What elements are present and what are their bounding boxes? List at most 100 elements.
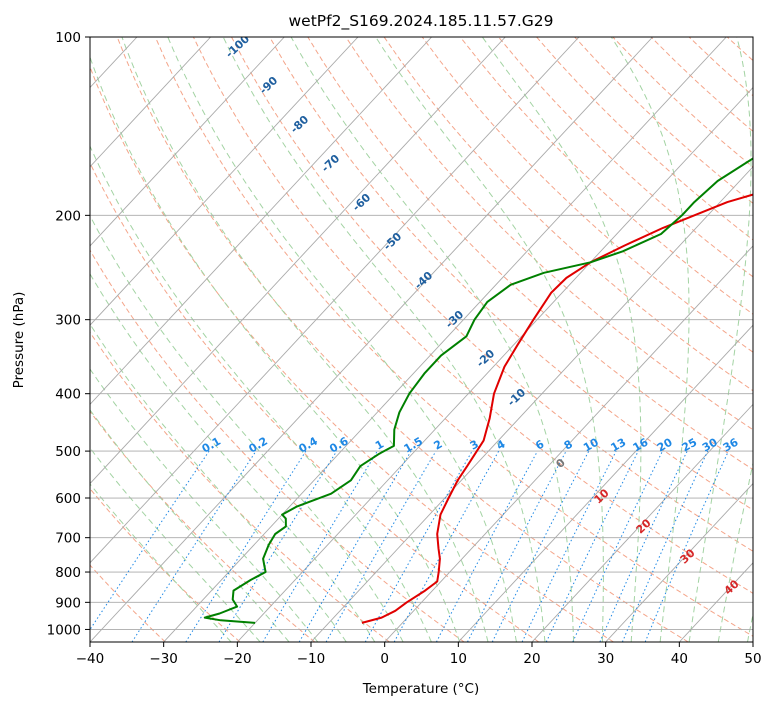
isotherm-line [90,37,506,485]
mixing-ratio-line [491,450,590,642]
moist-adiabat-line [90,447,261,642]
dry-adiabat-line [269,37,753,511]
isotherm-line [90,37,211,168]
mixing-ratio-line [262,450,378,642]
dry-adiabat-line [90,487,241,642]
isotherm-label: -80 [288,113,312,136]
moist-adiabat-line [90,55,461,642]
moist-adiabat-line [90,323,347,642]
dry-adiabat-line [90,410,316,642]
moist-adiabat-line [717,460,753,642]
series-layer [203,157,753,624]
mixing-ratio-label: 1.5 [402,435,425,456]
moist-adiabat-line [167,37,517,642]
mixing-ratio-line [393,450,500,642]
isotherm-label: -30 [443,308,467,331]
dry-adiabat-line [90,249,465,642]
mixing-ratio-label: 0.1 [200,435,223,456]
y-tick-label: 500 [55,444,81,460]
x-tick-label: −20 [223,651,252,667]
dry-adiabat-line [154,37,753,637]
mixing-ratio-label: 36 [721,435,741,454]
mixing-ratio-label: 4 [494,437,507,452]
mixing-ratio-label: 13 [608,436,628,455]
isotherm-line [163,37,727,642]
mixing-ratio-line [298,450,412,642]
dry-adiabat-line [421,37,753,353]
mixing-ratio-label: 30 [700,435,720,454]
x-tick-label: 30 [597,651,614,667]
dry-adiabat-line [688,37,753,97]
isotherm-line [90,37,359,326]
mixing-ratio-label: 0.4 [296,434,320,455]
isotherm-line [0,37,63,642]
moist-adiabat-line [90,368,319,642]
moist-adiabat-label: 10 [592,486,612,506]
isotherm-label: -60 [350,191,374,214]
isotherm-line [679,562,753,642]
plot-frame [89,36,754,643]
x-tick-label: −40 [76,651,105,667]
mixing-ratio-line [545,450,639,642]
mixing-ratio-line [218,450,338,642]
moist-adiabat-line [90,214,404,642]
isotherm-line [384,245,753,642]
y-tick-label: 900 [55,595,81,611]
moist-adiabat-line [222,37,546,642]
moist-adiabat-line [747,612,753,642]
x-axis-label: Temperature (°C) [362,681,480,697]
dry-adiabat-line [90,331,390,642]
mixing-ratio-line [364,450,473,642]
dry-adiabat-line [498,37,753,278]
moist-adiabat-line [610,37,690,642]
dry-adiabat-line [345,37,753,431]
y-tick-label: 600 [55,491,81,507]
chart-title: wetPf2_S169.2024.185.11.57.G29 [289,12,554,31]
y-tick-label: 200 [55,208,81,224]
isotherm-label: -100 [223,32,252,61]
dry-adiabat-line [231,37,753,552]
isotherm-label: -70 [319,152,343,175]
moist-adiabat-line [90,273,376,642]
moist-adiabat-line [90,144,432,642]
x-tick-label: 50 [744,651,761,667]
dry-adiabat-line [726,37,753,62]
x-tick-label: −10 [297,651,326,667]
y-tick-label: 300 [55,313,81,329]
dry-adiabat-line [90,65,614,642]
moist-adiabat-line [121,37,489,642]
x-tick-label: 10 [450,651,467,667]
moist-adiabat-line [481,37,642,642]
dry-adiabat-line [765,37,775,642]
dry-adiabat-line [383,37,753,392]
isotherm-line [237,86,753,642]
dry-adiabat-line [192,37,753,594]
isotherm-line [605,482,753,642]
moist-adiabat-line [688,37,752,642]
isotherm-line [458,324,753,642]
mixing-ratio-line [90,450,210,631]
mixing-ratio-line [644,450,729,642]
isotherm-label: -50 [381,230,405,253]
moist-adiabat-label: 40 [722,577,742,597]
dry-adiabat-line [574,37,753,204]
moist-adiabat-line [90,409,290,642]
y-axis-label: Pressure (hPa) [11,292,27,389]
isotherm-line [531,403,753,642]
mixing-ratio-line [131,450,257,642]
isotherm-line [90,37,653,642]
dry-adiabat-line [459,37,753,315]
axes-layer: −40 −30 −20 −10 0 10 20 30 40 5010020030040050060… [47,30,762,667]
mixing-ratio-label: 2 [432,438,445,453]
dry-adiabat-line [650,37,753,132]
x-tick-label: 20 [523,651,540,667]
mixing-ratio-line [572,450,663,642]
mixing-ratio-line [185,450,307,642]
mixing-ratio-label: 6 [533,437,546,452]
mixing-ratio-line [621,450,709,642]
y-tick-label: 1000 [47,622,81,638]
dry-adiabat-line [90,564,166,642]
moist-adiabat-line [290,37,575,642]
y-tick-label: 100 [55,30,81,46]
